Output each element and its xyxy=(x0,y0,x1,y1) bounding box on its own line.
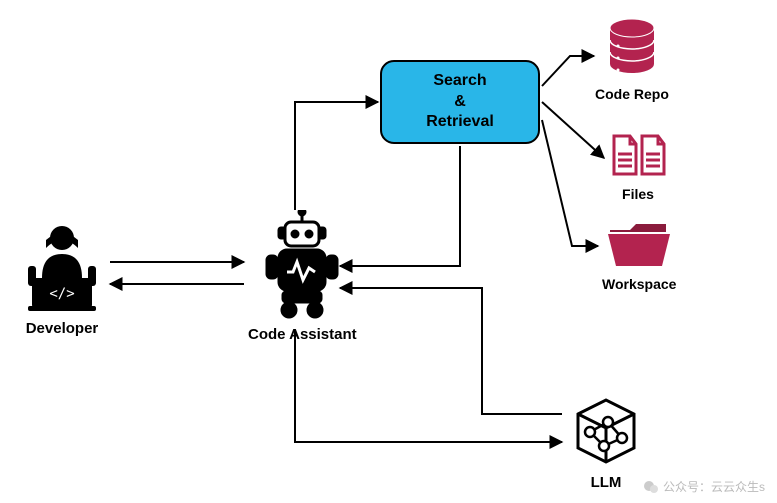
developer-label: Developer xyxy=(26,320,99,337)
svg-text:</>: </> xyxy=(49,286,74,302)
watermark-text: 公众号：云云众生s xyxy=(663,478,765,495)
edge-search-to-workspace xyxy=(542,120,598,246)
llm-label: LLM xyxy=(591,474,622,491)
search-line2: & xyxy=(454,92,466,113)
code-repo-node: Code Repo xyxy=(595,18,669,102)
workspace-label: Workspace xyxy=(602,276,676,292)
developer-icon: </> xyxy=(18,222,106,314)
code-assistant-label: Code Assistant xyxy=(248,326,357,343)
edge-search-to-files xyxy=(542,102,604,158)
folder-icon xyxy=(606,220,672,270)
robot-icon xyxy=(255,210,349,320)
wechat-icon xyxy=(643,479,659,495)
search-retrieval-box: Search & Retrieval xyxy=(380,60,540,144)
files-label: Files xyxy=(622,186,654,202)
code-assistant-node: Code Assistant xyxy=(248,210,357,343)
database-icon xyxy=(604,18,660,80)
code-repo-label: Code Repo xyxy=(595,86,669,102)
edge-assistant-to-llm xyxy=(295,330,562,442)
edge-search-to-coderepo xyxy=(542,56,594,86)
edge-assistant-to-search xyxy=(295,102,378,210)
files-icon xyxy=(608,132,668,180)
watermark: 公众号：云云众生s xyxy=(643,478,765,495)
search-line1: Search xyxy=(433,71,486,92)
edge-llm-to-assistant xyxy=(340,288,562,414)
search-line3: Retrieval xyxy=(426,112,494,133)
files-node: Files xyxy=(608,132,668,202)
workspace-node: Workspace xyxy=(602,220,676,292)
developer-node: </> Developer xyxy=(18,222,106,337)
llm-node: LLM xyxy=(568,392,644,491)
cube-network-icon xyxy=(568,392,644,468)
edge-search-to-assistant xyxy=(340,146,460,266)
